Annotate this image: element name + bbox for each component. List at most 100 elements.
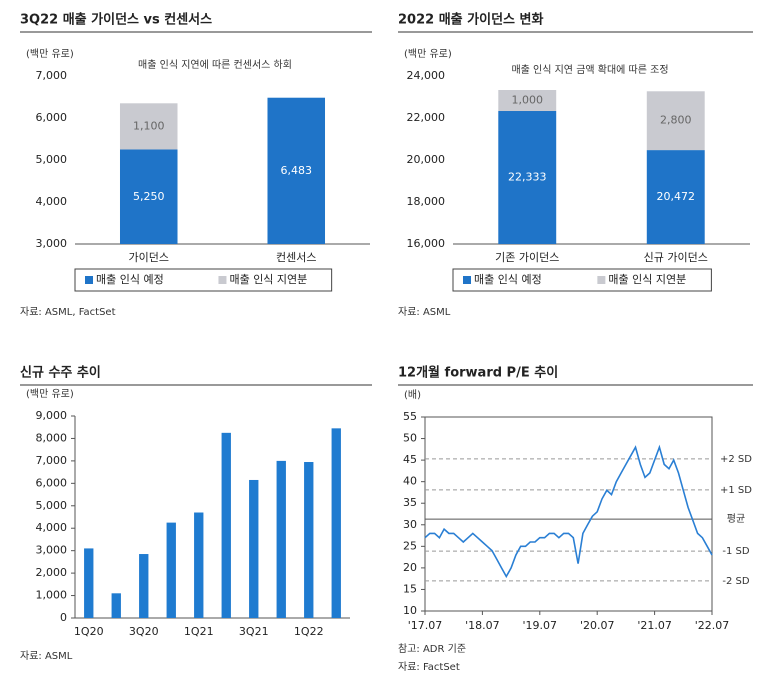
y-tick-label: 10	[403, 604, 417, 617]
x-tick-label: '22.07	[695, 619, 730, 632]
y-tick-label: 18,000	[407, 195, 446, 208]
chart-title: 신규 수주 추이	[20, 365, 101, 381]
y-tick-label: 24,000	[407, 69, 446, 82]
bar	[498, 111, 557, 244]
bar	[249, 479, 259, 618]
bar	[119, 149, 178, 244]
value-label: 6,483	[281, 164, 313, 177]
legend-swatch	[85, 276, 93, 284]
y-tick-label: 3,000	[36, 544, 68, 557]
value-label: 1,100	[133, 119, 165, 132]
reference-label: +1 SD	[720, 485, 752, 496]
y-tick-label: 3,000	[36, 237, 68, 250]
x-tick-label: '17.07	[408, 619, 443, 632]
bar	[221, 432, 231, 618]
unit-label: (백만 유로)	[404, 48, 452, 60]
y-tick-label: 35	[403, 496, 417, 509]
x-tick-label: 1Q20	[74, 625, 104, 638]
source-note: 자료: ASML	[20, 650, 73, 662]
reference-label: 평균	[727, 513, 745, 525]
bar	[304, 462, 314, 618]
bar	[166, 522, 176, 618]
x-tick-label: 3Q20	[129, 625, 159, 638]
value-label: 22,333	[508, 171, 547, 184]
bar	[119, 103, 178, 150]
unit-label: (백만 유로)	[26, 48, 74, 60]
y-tick-label: 4,000	[36, 195, 68, 208]
legend-label: 매출 인식 예정	[96, 273, 164, 286]
reference-label: -2 SD	[722, 576, 749, 587]
x-tick-label: 기존 가이던스	[495, 251, 559, 264]
x-tick-label: 컨센서스	[276, 251, 316, 264]
y-tick-label: 5,000	[36, 153, 68, 166]
bar	[267, 97, 326, 245]
legend-swatch	[463, 276, 471, 284]
y-tick-label: 45	[403, 453, 417, 466]
y-tick-label: 20	[403, 561, 417, 574]
reference-label: -1 SD	[722, 546, 749, 557]
unit-label: (백만 유로)	[26, 388, 74, 400]
y-tick-label: 20,000	[407, 153, 446, 166]
bar	[139, 554, 149, 618]
plot-frame	[424, 416, 713, 612]
x-tick-label: 가이던스	[129, 251, 169, 264]
legend-label: 매출 인식 지연분	[608, 273, 686, 286]
y-tick-label: 4,000	[36, 521, 68, 534]
x-tick-label: 1Q21	[184, 625, 214, 638]
x-tick-label: '21.07	[637, 619, 672, 632]
legend-label: 매출 인식 지연분	[229, 273, 307, 286]
chart-title: 12개월 forward P/E 추이	[398, 365, 558, 381]
x-tick-label: '20.07	[580, 619, 615, 632]
value-label: 5,250	[133, 190, 165, 203]
chart-title: 2022 매출 가이던스 변화	[398, 12, 543, 28]
y-tick-label: 30	[403, 518, 417, 531]
unit-label: (배)	[404, 389, 421, 401]
y-tick-label: 1,000	[36, 589, 68, 602]
legend-frame	[452, 268, 712, 292]
bar	[276, 460, 286, 618]
y-tick-label: 50	[403, 432, 417, 445]
legend-frame	[74, 268, 333, 292]
source-note: 자료: ASML, FactSet	[20, 306, 116, 318]
source-note: 자료: ASML	[398, 306, 451, 318]
y-tick-label: 9,000	[36, 409, 68, 422]
line-series	[424, 444, 713, 579]
bar	[646, 150, 705, 244]
reference-label: +2 SD	[720, 454, 752, 465]
y-tick-label: 5,000	[36, 499, 68, 512]
bar	[331, 428, 341, 618]
source-note: 참고: ADR 기준	[398, 643, 466, 655]
x-tick-label: 신규 가이던스	[644, 251, 708, 264]
y-tick-label: 25	[403, 539, 417, 552]
y-tick-label: 40	[403, 475, 417, 488]
legend-swatch	[218, 276, 227, 284]
value-label: 20,472	[657, 190, 696, 203]
bar	[646, 91, 705, 151]
y-tick-label: 8,000	[36, 431, 68, 444]
x-tick-label: 3Q21	[239, 625, 269, 638]
legend-label: 매출 인식 예정	[474, 273, 542, 286]
value-label: 2,800	[660, 114, 692, 127]
x-tick-label: '19.07	[523, 619, 558, 632]
y-tick-label: 2,000	[36, 566, 68, 579]
y-tick-label: 0	[60, 611, 67, 624]
bar	[84, 548, 94, 618]
source-note: 자료: FactSet	[398, 661, 460, 673]
y-tick-label: 55	[403, 410, 417, 423]
y-tick-label: 7,000	[36, 69, 68, 82]
y-tick-label: 6,000	[36, 111, 68, 124]
legend-swatch	[597, 276, 606, 284]
bar	[111, 593, 121, 618]
annotation: 매출 인식 지연 금액 확대에 따른 조정	[511, 64, 668, 76]
bar	[498, 90, 557, 112]
y-tick-label: 6,000	[36, 476, 68, 489]
y-tick-label: 22,000	[407, 111, 446, 124]
chart-title: 3Q22 매출 가이던스 vs 컨센서스	[20, 12, 212, 28]
bar	[194, 512, 204, 618]
x-tick-label: '18.07	[465, 619, 500, 632]
annotation: 매출 인식 지연에 따른 컨센서스 하회	[138, 58, 292, 71]
y-tick-label: 7,000	[36, 454, 68, 467]
x-tick-label: 1Q22	[294, 625, 324, 638]
y-tick-label: 16,000	[407, 237, 446, 250]
